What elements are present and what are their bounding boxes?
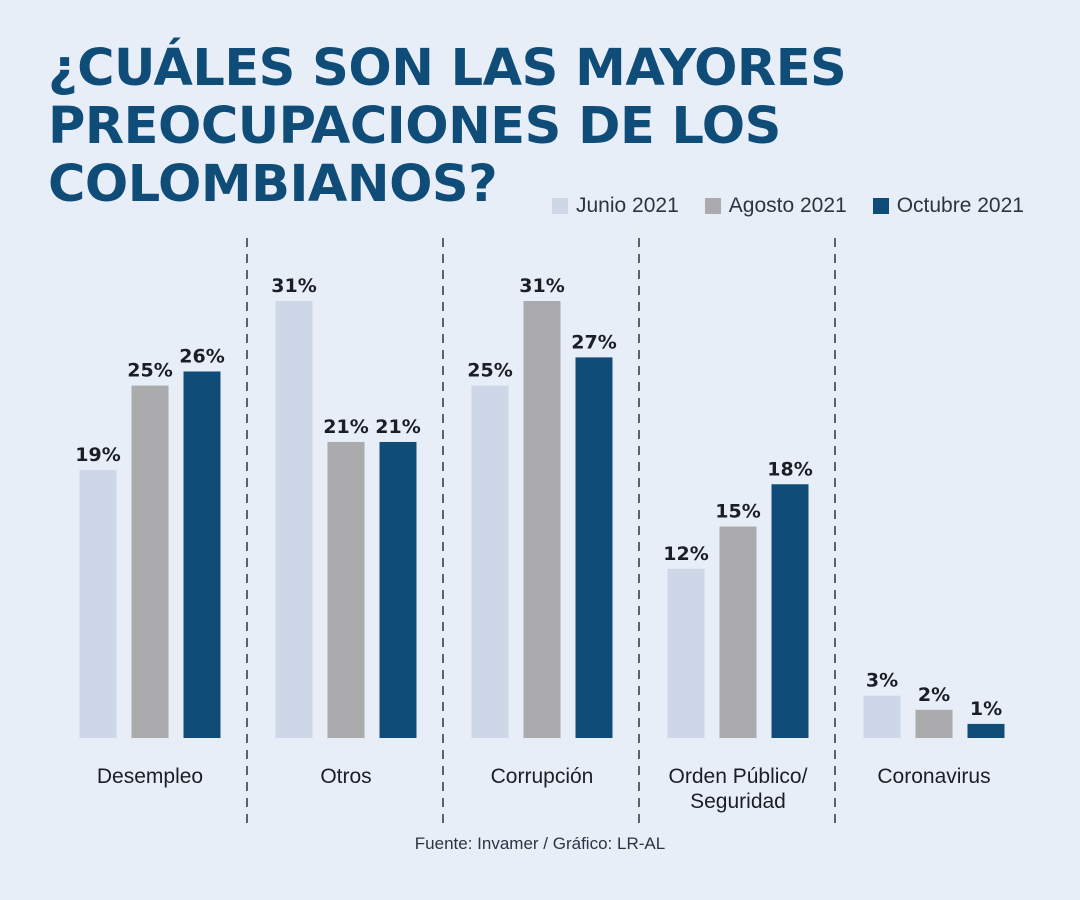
legend-swatch-junio xyxy=(552,198,568,214)
bar-5-2 xyxy=(915,709,953,738)
legend-label-agosto: Agosto 2021 xyxy=(728,194,847,217)
bar-3-2 xyxy=(523,301,561,738)
bar-5-1 xyxy=(863,695,901,738)
bar-4-3 xyxy=(771,484,809,738)
data-label-1-2: 25% xyxy=(127,360,172,382)
category-label-4-line-2: Seguridad xyxy=(690,790,786,813)
legend-swatch-octubre xyxy=(872,198,889,214)
data-label-1-3: 26% xyxy=(179,345,224,367)
data-label-2-2: 21% xyxy=(323,416,368,438)
bar-1-1 xyxy=(79,470,117,738)
bar-5-3 xyxy=(967,723,1005,738)
legend-item-octubre: Octubre 2021 xyxy=(872,194,1024,218)
data-label-1-1: 19% xyxy=(75,444,120,466)
bar-2-3 xyxy=(379,441,417,738)
bar-2-1 xyxy=(275,301,313,738)
category-label-5: Coronavirus xyxy=(877,765,990,788)
data-label-3-2: 31% xyxy=(519,275,564,297)
title-line-2: PREOCUPACIONES DE LOS xyxy=(48,97,781,156)
page-title: ¿CUÁLES SON LAS MAYORES PREOCUPACIONES D… xyxy=(48,40,868,214)
data-label-5-3: 1% xyxy=(970,698,1002,720)
data-label-2-3: 21% xyxy=(375,416,420,438)
legend-label-octubre: Octubre 2021 xyxy=(896,194,1024,217)
title-line-1: ¿CUÁLES SON LAS MAYORES xyxy=(48,39,847,98)
bar-1-2 xyxy=(131,385,169,738)
bar-1-3 xyxy=(183,371,221,738)
data-label-4-2: 15% xyxy=(715,501,760,523)
category-label-3: Corrupción xyxy=(491,765,594,788)
data-label-4-3: 18% xyxy=(767,458,812,480)
bar-3-3 xyxy=(575,357,613,738)
category-label-4-line-1: Orden Público/ xyxy=(669,765,808,788)
source-note: Fuente: Invamer / Gráfico: LR-AL xyxy=(414,834,666,853)
data-label-4-1: 12% xyxy=(663,543,708,565)
data-label-3-3: 27% xyxy=(571,331,616,353)
legend-label-junio: Junio 2021 xyxy=(576,194,679,217)
category-label-1: Desempleo xyxy=(97,765,203,788)
data-label-5-1: 3% xyxy=(866,670,898,692)
legend-swatch-agosto xyxy=(704,198,721,214)
bar-4-1 xyxy=(667,568,705,738)
title-line-3: COLOMBIANOS? xyxy=(48,155,498,214)
legend-item-agosto: Agosto 2021 xyxy=(704,194,847,218)
bar-3-1 xyxy=(471,385,509,738)
legend-item-junio: Junio 2021 xyxy=(552,194,679,218)
data-label-3-1: 25% xyxy=(467,360,512,382)
bar-2-2 xyxy=(327,441,365,738)
bar-4-2 xyxy=(719,526,757,738)
data-label-5-2: 2% xyxy=(918,684,950,706)
chart-legend: Junio 2021 Agosto 2021 Octubre 2021 xyxy=(552,193,1024,219)
data-label-2-1: 31% xyxy=(271,275,316,297)
category-label-2: Otros xyxy=(320,765,371,788)
